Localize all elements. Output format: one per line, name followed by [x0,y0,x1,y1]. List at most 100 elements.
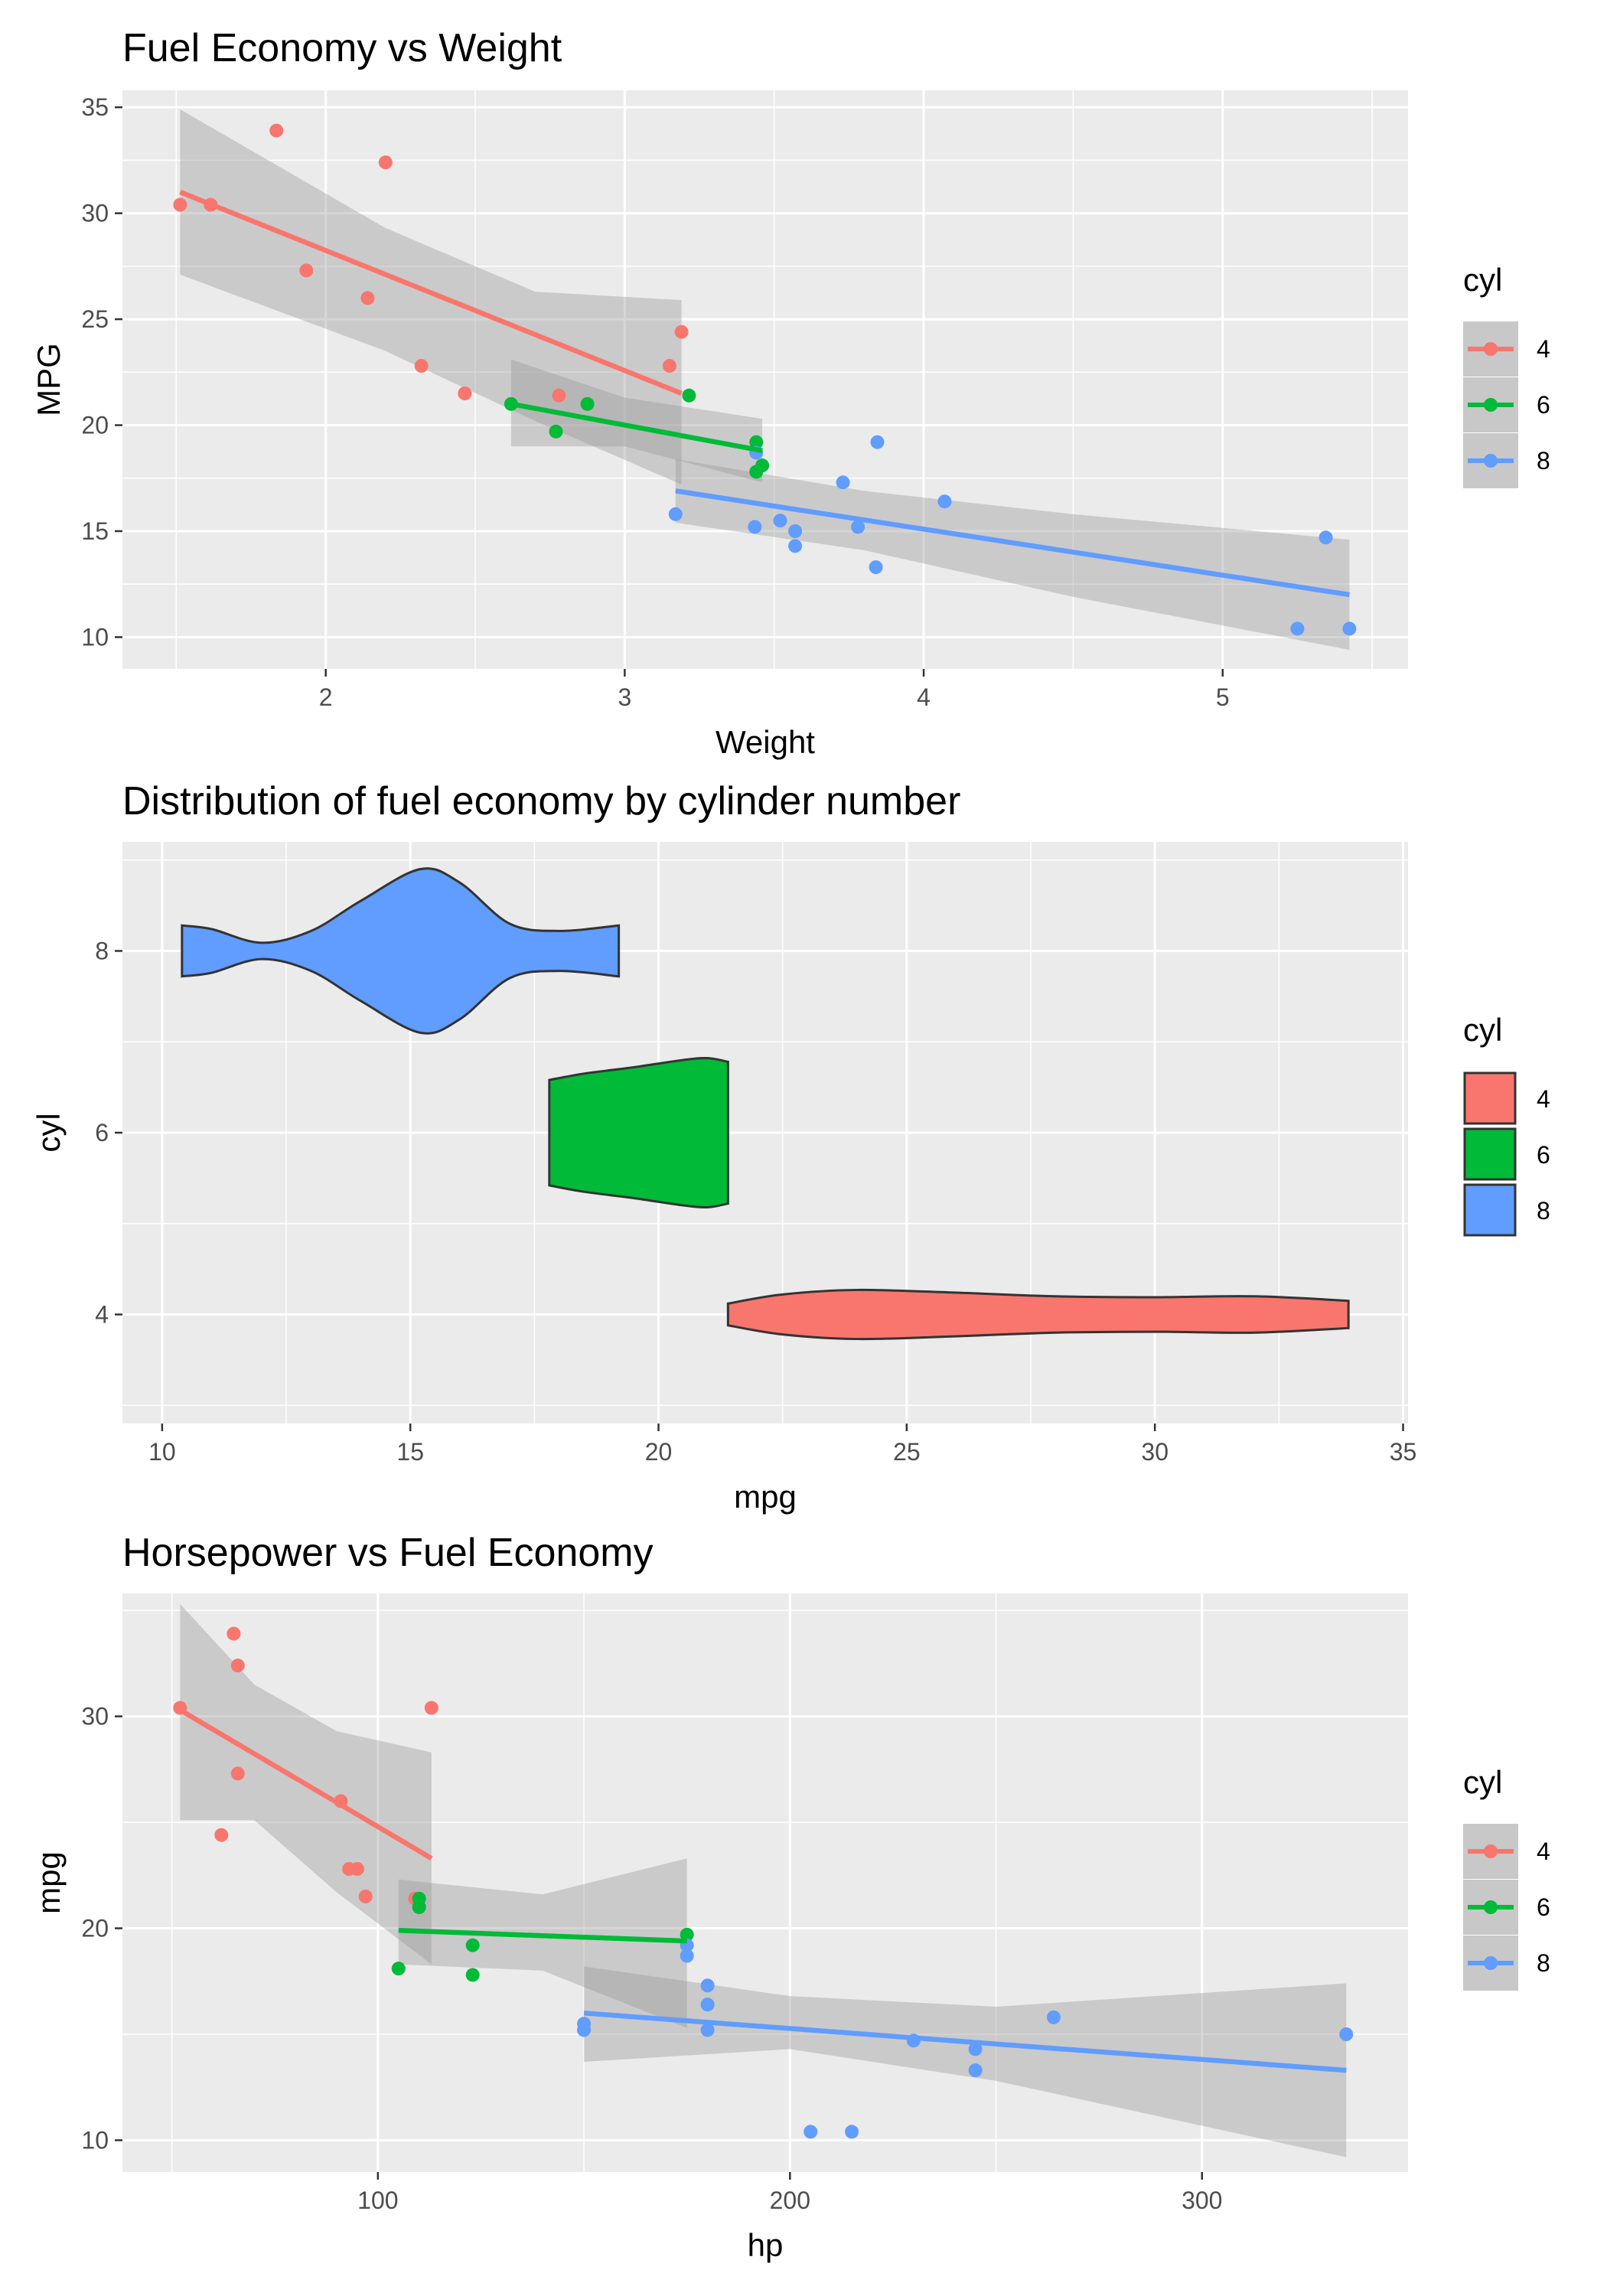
y-tick-label: 25 [81,305,109,333]
fit-line-cyl-6 [398,1928,687,1944]
chart-title: Distribution of fuel economy by cylinder… [122,779,960,823]
x-tick-label: 200 [770,2187,810,2214]
data-point-cyl-8 [700,1998,715,2012]
legend-key-point-cyl-8 [1484,1956,1498,1970]
y-tick-label: 20 [81,412,109,439]
data-point-cyl-4 [230,1658,245,1673]
legend-label-cyl-6: 6 [1537,1893,1550,1921]
legend-label-cyl-4: 4 [1537,1085,1550,1113]
legend-key-point-cyl-8 [1484,454,1498,468]
x-tick-label: 25 [893,1438,921,1466]
data-point-cyl-8 [870,435,885,449]
data-point-cyl-8 [1339,2027,1354,2041]
plot-panel [122,1593,1408,2172]
data-point-cyl-4 [350,1862,364,1876]
data-point-cyl-8 [1319,530,1333,545]
data-point-cyl-8 [869,560,883,575]
data-point-cyl-4 [662,359,676,373]
x-axis-title: mpg [734,1479,797,1515]
data-point-cyl-4 [458,386,472,400]
y-tick-label: 10 [81,2126,109,2154]
legend-key-cyl-6 [1463,1127,1517,1181]
data-point-cyl-8 [680,1949,694,1963]
data-point-cyl-8 [1290,621,1305,636]
legend-label-cyl-6: 6 [1537,391,1550,419]
legend: cyl 4 6 8 [1463,1764,1550,1991]
data-point-cyl-8 [788,524,803,538]
legend-label-cyl-6: 6 [1537,1141,1550,1169]
legend-label-cyl-8: 8 [1537,1197,1550,1225]
data-point-cyl-6 [465,1968,480,1982]
confidence-band-cyl-6 [398,1858,687,2028]
data-point-cyl-6 [680,1927,694,1942]
data-point-cyl-8 [788,539,803,553]
y-tick-label: 20 [81,1915,109,1942]
y-axis-title: mpg [31,1851,67,1914]
fit-line-cyl-4 [178,1707,433,1861]
violin-cyl-4 [726,1288,1350,1341]
legend: cyl 4 6 8 [1463,1012,1550,1237]
x-tick-label: 100 [357,2187,398,2214]
data-point-cyl-8 [748,520,762,534]
legend-title: cyl [1463,1764,1502,1800]
legend-label-cyl-8: 8 [1537,447,1550,475]
confidence-band-cyl-8 [584,1966,1347,2157]
chart-2: Distribution of fuel economy by cylinder… [31,779,1550,1515]
y-tick-label: 8 [95,938,109,965]
y-tick-label: 10 [81,623,109,651]
violin-cyl-6 [548,1057,729,1208]
x-tick-label: 20 [645,1438,673,1466]
x-axis-title: Weight [715,724,815,760]
chart-title: Horsepower vs Fuel Economy [122,1531,654,1575]
x-tick-label: 35 [1390,1438,1417,1466]
data-point-cyl-8 [668,507,683,521]
y-tick-label: 4 [95,1301,109,1329]
fit-line-cyl-8 [675,488,1350,598]
legend-label-cyl-4: 4 [1537,335,1550,363]
data-point-cyl-4 [552,388,566,403]
y-tick-label: 6 [95,1119,109,1146]
x-tick-label: 300 [1182,2187,1222,2214]
data-point-cyl-8 [968,2042,983,2056]
data-point-cyl-8 [804,2125,818,2139]
chart-3: Horsepower vs Fuel Economy 100 200 300 10 20 3… [31,1531,1550,2263]
legend-key-point-cyl-6 [1484,398,1498,412]
data-point-cyl-8 [937,494,952,509]
chart-title: Fuel Economy vs Weight [122,26,562,70]
legend-key-cyl-4 [1463,1071,1517,1125]
legend-title: cyl [1463,262,1502,298]
data-point-cyl-8 [1046,2010,1061,2024]
legend-label-cyl-4: 4 [1537,1838,1550,1865]
data-point-cyl-8 [773,514,787,528]
data-point-cyl-6 [749,465,764,479]
data-point-cyl-6 [465,1938,480,1952]
y-axis-title: MPG [31,343,67,416]
legend-title: cyl [1463,1012,1502,1048]
legend-key-cyl-8 [1463,1183,1517,1237]
y-tick-label: 30 [81,200,109,227]
data-point-cyl-4 [414,359,429,373]
data-point-cyl-4 [358,1890,373,1903]
confidence-band-cyl-6 [510,359,763,483]
data-point-cyl-6 [580,396,595,411]
fit-line-cyl-6 [510,401,763,453]
data-point-cyl-8 [1342,621,1357,636]
data-point-cyl-4 [424,1701,438,1715]
fit-line-cyl-8 [583,2011,1347,2073]
data-point-cyl-4 [227,1626,241,1641]
data-point-cyl-6 [412,1891,426,1906]
legend-key-point-cyl-4 [1484,1844,1498,1858]
x-tick-label: 10 [148,1438,176,1466]
legend-key-point-cyl-6 [1484,1900,1498,1914]
data-point-cyl-6 [749,435,764,449]
legend-key-point-cyl-4 [1484,342,1498,356]
x-tick-label: 3 [618,683,631,711]
data-point-cyl-4 [173,197,187,212]
data-point-cyl-4 [230,1766,245,1781]
y-axis-title: cyl [31,1113,67,1152]
data-point-cyl-8 [845,2125,859,2139]
data-point-cyl-4 [378,155,393,170]
data-point-cyl-6 [391,1962,406,1976]
data-point-cyl-8 [700,2023,715,2037]
